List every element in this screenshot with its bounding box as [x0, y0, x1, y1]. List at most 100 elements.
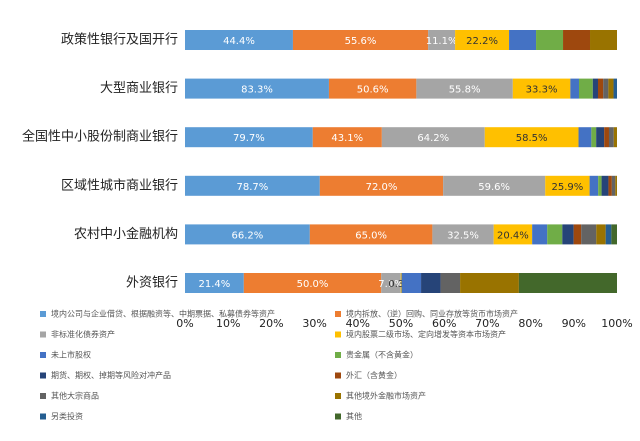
value-label: 78.7% — [237, 182, 269, 193]
bar-segment — [536, 30, 564, 50]
bar-segment — [589, 175, 599, 196]
bar-segment — [421, 273, 441, 293]
bar-segment — [578, 127, 592, 148]
bar-segment — [613, 127, 617, 148]
x-tick-label: 60% — [432, 317, 456, 330]
category-label: 政策性银行及国开行 — [61, 32, 178, 48]
x-tick-label: 100% — [601, 317, 632, 330]
bar-segment — [460, 273, 519, 293]
bar-segment — [601, 175, 609, 196]
value-label: 43.1% — [331, 133, 363, 144]
bar-segment — [440, 273, 461, 293]
legend-label: 境内公司与企业借贷、根据融资等、中期票据、私募债券等资产 — [51, 309, 275, 319]
legend-swatch — [40, 311, 46, 317]
bar-segment — [185, 175, 320, 196]
bar-segment — [455, 30, 510, 50]
legend-label: 境内股票二级市场、定向增发等资本市场资产 — [346, 329, 506, 339]
bar-segment — [596, 127, 605, 148]
bar-segment — [611, 175, 616, 196]
bar-segment — [581, 224, 597, 245]
legend-label: 其他大宗商品 — [51, 391, 99, 401]
bar-segment — [309, 224, 433, 245]
bar-segment — [484, 127, 579, 148]
value-label: 55.6% — [345, 36, 377, 47]
bar-segment — [590, 30, 617, 50]
value-label: 66.2% — [232, 230, 264, 241]
bar-segment — [532, 224, 548, 245]
bar-segment — [547, 224, 563, 245]
bar-segment — [509, 30, 537, 50]
bar-segment — [591, 127, 597, 148]
value-label: 65.0% — [355, 230, 387, 241]
bar-segment — [292, 30, 429, 50]
value-label: 55.8% — [449, 85, 481, 96]
bar-segment — [562, 224, 574, 245]
bar-segment — [328, 78, 417, 99]
legend-swatch — [40, 331, 46, 338]
bar-segment — [613, 78, 617, 99]
bar-segment — [608, 175, 612, 196]
category-label: 大型商业银行 — [100, 81, 178, 96]
category-label: 区域性城市商业银行 — [61, 177, 178, 193]
x-tick-label: 20% — [259, 317, 283, 330]
value-label: 64.2% — [417, 133, 449, 144]
bar-segment — [185, 273, 244, 293]
value-label: 79.7% — [233, 133, 265, 144]
legend-label: 其他境外金融市场资产 — [346, 391, 426, 401]
legend-swatch — [40, 352, 46, 358]
legend-swatch — [40, 372, 46, 379]
bar-segment — [400, 273, 402, 293]
bar-segment — [443, 175, 546, 196]
value-label: 58.5% — [516, 133, 548, 144]
x-tick-label: 90% — [562, 317, 586, 330]
bar-segment — [608, 78, 614, 99]
value-label: 50.0% — [297, 279, 329, 290]
category-label: 农村中小金融机构 — [74, 226, 178, 242]
legend-swatch — [335, 311, 341, 317]
bar-segment — [592, 78, 598, 99]
value-label: 33.3% — [526, 85, 558, 96]
bar-segment — [563, 30, 591, 50]
value-label: 25.9% — [552, 182, 584, 193]
legend-swatch — [335, 352, 341, 358]
bar-segment — [611, 224, 617, 245]
bar-segment — [243, 273, 382, 293]
x-tick-label: 0% — [176, 317, 193, 330]
value-label: 83.3% — [241, 85, 273, 96]
value-label: 22.2% — [466, 36, 498, 47]
legend-swatch — [335, 331, 341, 338]
bar-segment — [596, 224, 606, 245]
bar-segment — [615, 175, 617, 196]
bar-segment — [570, 78, 579, 99]
x-tick-label: 50% — [389, 317, 413, 330]
bar-segment — [416, 78, 513, 99]
bar-segment — [573, 224, 582, 245]
legend-swatch — [335, 372, 341, 379]
bar-segment — [185, 30, 293, 50]
bar-segment — [493, 224, 533, 245]
x-tick-label: 70% — [475, 317, 499, 330]
category-label: 外资银行 — [126, 276, 178, 291]
bar-segment — [428, 30, 456, 50]
bar-segment — [381, 127, 485, 148]
value-label: 72.0% — [366, 182, 398, 193]
bar-segment — [185, 127, 313, 148]
legend-label: 未上市股权 — [51, 350, 91, 360]
bar-segment — [598, 175, 602, 196]
legend-label: 另类投资 — [51, 411, 83, 421]
bar-segment — [604, 127, 609, 148]
legend-label: 外汇（含黄金） — [346, 370, 402, 380]
legend-swatch — [40, 393, 46, 399]
legend-swatch — [40, 413, 46, 420]
value-label: 7.1% — [378, 279, 403, 290]
bar-segment — [545, 175, 590, 196]
bar-segment — [512, 78, 571, 99]
value-label: 32.5% — [447, 230, 479, 241]
bar-segment — [401, 273, 422, 293]
bar-segment — [185, 224, 310, 245]
bar-segment — [319, 175, 444, 196]
category-label: 全国性中小股份制商业银行 — [22, 129, 178, 145]
value-label: 11.1% — [426, 36, 458, 47]
legend-label: 期货、期权、掉期等风险对冲产品 — [51, 370, 171, 380]
